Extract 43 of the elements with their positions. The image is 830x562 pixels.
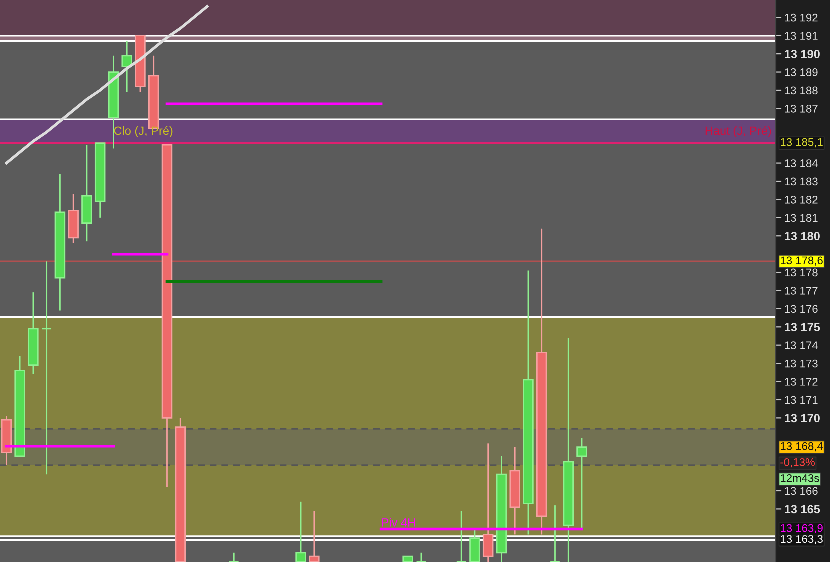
candlestick <box>576 438 588 531</box>
y-tick-label: 13 165 <box>785 505 820 514</box>
candlestick <box>416 552 427 562</box>
candlestick <box>296 501 306 562</box>
line-series <box>5 5 209 165</box>
candlestick <box>309 510 320 562</box>
y-tick-label: 13 190 <box>785 50 820 58</box>
y-tick-label: 13 170 <box>785 414 820 423</box>
candlestick <box>470 529 480 562</box>
y-tick-label: 13 172 <box>785 378 818 386</box>
y-tick-label: 13 189 <box>785 68 818 76</box>
y-tick-label: 13 176 <box>785 305 818 314</box>
text: -0,13% <box>780 458 815 468</box>
annotation: Haut (J, Pré) <box>706 126 772 138</box>
candlestick <box>482 442 494 562</box>
y-tick-label: 13 171 <box>785 396 818 404</box>
candlestick <box>456 510 467 562</box>
candlestick <box>122 40 132 93</box>
y-tick-label: 13 178 <box>785 268 818 277</box>
y-tick-label: 13 173 <box>785 360 818 368</box>
ref-line-label: 13 185,1 <box>781 138 823 148</box>
y-tick-label: 13 177 <box>785 287 818 295</box>
y-tick-label: 13 180 <box>785 232 820 241</box>
y-tick-label: 13 174 <box>785 342 818 350</box>
candlestick <box>41 260 52 476</box>
y-tick-label: 13 175 <box>785 323 820 332</box>
candlestick <box>228 552 240 562</box>
y-tick-label: 13 166 <box>785 487 818 496</box>
y-tick-label: 13 191 <box>785 32 818 40</box>
ref-line-label: 13 163,3 <box>781 535 823 544</box>
y-tick-label: 13 182 <box>785 196 818 204</box>
y-tick-label: 13 192 <box>785 14 818 22</box>
candlestick <box>550 504 561 562</box>
y-tick-label: 13 183 <box>785 178 818 186</box>
text: 13 163,9 <box>781 524 823 534</box>
series-label: Piv 4H <box>382 518 416 527</box>
ref-line-label: 13 178,6 <box>781 256 823 266</box>
y-tick-label: 13 188 <box>785 86 818 95</box>
y-tick-label: 13 181 <box>785 214 818 222</box>
text: 12m43s <box>781 474 820 482</box>
y-tick-label: 13 184 <box>785 160 818 168</box>
text: 13 168,4 <box>781 442 824 452</box>
y-tick-label: 13 187 <box>785 104 818 113</box>
